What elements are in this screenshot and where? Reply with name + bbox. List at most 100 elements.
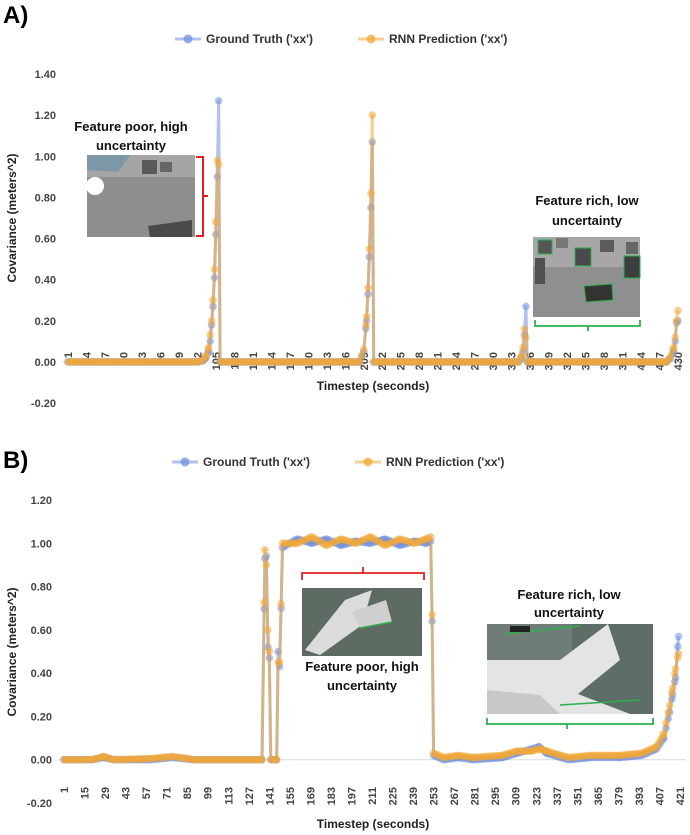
data-point: [210, 265, 219, 274]
data-point: [362, 321, 370, 329]
y-axis-title-a: Covariance (meters^2): [5, 153, 19, 282]
data-point: [272, 755, 281, 764]
scene-thumbnail-b-rich: [487, 624, 653, 714]
annotation-a-poor-line1: Feature poor, high: [74, 119, 187, 134]
y-tick-label: 0.40: [31, 668, 52, 680]
x-tick-label: 197: [346, 787, 358, 805]
data-point: [264, 626, 272, 634]
x-tick-label: 57: [141, 787, 153, 799]
data-point: [209, 296, 217, 305]
legend-rnn-prediction-b: RNN Prediction ('xx'): [386, 455, 504, 469]
annotation-a-rich-line2: uncertainty: [552, 213, 623, 228]
data-point: [261, 546, 269, 554]
data-point: [364, 284, 372, 292]
data-point: [671, 665, 680, 673]
x-tick-label: 351: [572, 787, 584, 805]
y-tick-label: 0.40: [35, 275, 56, 287]
data-point: [214, 96, 223, 105]
x-tick-label: 309: [511, 787, 523, 805]
x-tick-label: 323: [531, 787, 543, 805]
y-tick-label: 1.00: [31, 538, 52, 550]
x-tick-label: 71: [162, 787, 174, 799]
x-tick-label: 155: [285, 787, 297, 805]
annotation-a-poor: Feature poor, high uncertainty: [74, 119, 187, 153]
data-point: [202, 351, 210, 360]
series-markers: [64, 111, 682, 366]
chart-panel-b: B) Ground Truth ('xx') RNN Prediction ('…: [3, 447, 687, 831]
data-point: [428, 610, 436, 619]
data-point: [426, 533, 435, 541]
data-point: [669, 343, 678, 352]
x-tick-label: 183: [326, 787, 338, 805]
data-point: [660, 729, 668, 738]
x-tick-label: 239: [408, 787, 420, 805]
x-tick-label: 113: [223, 787, 235, 805]
y-tick-label: 0.00: [35, 357, 56, 369]
x-tick-label: 253: [429, 787, 441, 805]
chart-panel-a: A) Ground Truth ('xx') RNN Prediction ('…: [3, 2, 685, 410]
annotation-b-rich-line1: Feature rich, low: [517, 587, 621, 602]
x-tick-label: 267: [449, 787, 461, 805]
data-point: [674, 632, 683, 641]
legend-a: Ground Truth ('xx') RNN Prediction ('xx'…: [175, 32, 507, 46]
y-tick-label: 0.60: [35, 234, 56, 246]
data-point: [522, 333, 530, 342]
x-tick-label: 337: [552, 787, 564, 805]
annotation-a-rich-line1: Feature rich, low: [535, 193, 639, 208]
x-tick-label: 393: [634, 787, 646, 805]
annotation-b-poor-line1: Feature poor, high: [305, 659, 418, 674]
x-tick-label: 127: [244, 787, 256, 805]
legend-ground-truth-a: Ground Truth ('xx'): [206, 32, 313, 46]
x-tick-label: 99: [203, 787, 215, 799]
data-point: [368, 111, 377, 119]
data-point: [667, 351, 675, 360]
data-point: [365, 245, 374, 253]
data-point: [662, 719, 670, 727]
data-point: [262, 561, 271, 569]
data-point: [519, 343, 527, 352]
data-point: [674, 642, 682, 651]
data-point: [664, 708, 673, 717]
data-point: [214, 160, 223, 169]
data-point: [212, 218, 220, 226]
x-tick-label: 15: [80, 787, 92, 799]
data-point: [665, 701, 674, 710]
x-tick-label: 1: [63, 352, 75, 358]
y-tick-label: 0.80: [35, 192, 56, 204]
y-tick-label: 0.20: [31, 711, 52, 723]
panel-label-b: B): [3, 447, 28, 474]
data-point: [672, 317, 681, 325]
x-tick-label: 379: [613, 787, 625, 805]
bracket-b-green: [486, 718, 654, 729]
data-point: [207, 317, 216, 325]
x-tick-label: 141: [264, 787, 276, 805]
annotation-b-rich: Feature rich, low uncertainty: [517, 587, 621, 620]
y-tick-label: 1.20: [31, 495, 52, 507]
bracket-b-red: [301, 567, 425, 580]
data-point: [360, 345, 368, 354]
data-point: [275, 658, 284, 667]
legend-rnn-prediction-a: RNN Prediction ('xx'): [389, 32, 507, 46]
x-tick-label: 169: [305, 787, 317, 805]
x-tick-label: 1: [59, 787, 71, 793]
bracket-a-red: [196, 156, 208, 237]
y-tick-label: 1.00: [35, 151, 56, 163]
y-axis-title-b: Covariance (meters^2): [5, 587, 19, 716]
y-tick-label: 1.20: [35, 110, 56, 122]
data-point: [277, 600, 285, 608]
data-point: [517, 351, 526, 360]
data-point: [674, 306, 682, 315]
x-tick-label: 430: [673, 352, 685, 370]
y-tick-label: 1.40: [35, 69, 56, 81]
data-point: [362, 312, 371, 321]
data-point: [357, 351, 366, 360]
y-tick-label: -0.20: [27, 798, 52, 810]
data-point: [206, 331, 214, 339]
panel-label-a: A): [3, 2, 28, 29]
x-tick-label: 85: [182, 787, 194, 799]
x-tick-label: 43: [121, 787, 133, 799]
scene-thumbnail-b-poor: [302, 588, 422, 656]
y-tick-label: 0.60: [31, 625, 52, 637]
y-tick-label: -0.20: [31, 398, 56, 410]
x-tick-label: 407: [654, 787, 666, 805]
